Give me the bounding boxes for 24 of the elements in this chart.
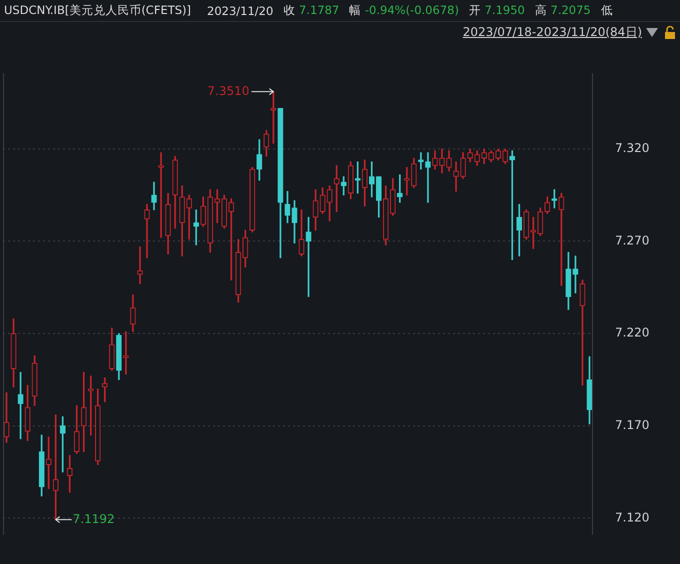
candlestick: [137, 246, 143, 284]
text: 高 7.2075: [534, 3, 591, 18]
y-tick-label: 7.320: [615, 141, 650, 156]
chart-subtitle: 2023/07/18-2023/11/20(84日): [462, 24, 642, 41]
candlestick: [158, 152, 164, 238]
candlestick: [144, 204, 150, 258]
text: 幅 -0.94%(-0.0678): [349, 3, 459, 18]
candlestick: [453, 161, 459, 192]
candlestick: [306, 216, 312, 297]
y-tick-label: 7.120: [615, 510, 650, 524]
text: 开 7.1950: [468, 3, 525, 18]
candlestick: [425, 152, 431, 203]
text: 2023/11/20: [207, 4, 274, 18]
text: 低: [600, 3, 613, 18]
candlestick: [18, 372, 24, 440]
text: 收 7.1787: [283, 3, 340, 18]
chart-title: USDCNY.IB[美元兑人民币(CFETS)]: [4, 3, 192, 18]
y-tick-label: 7.270: [615, 233, 650, 248]
annotation: 7.1192: [72, 512, 115, 526]
annotation: 7.3510: [207, 84, 250, 98]
y-tick-label: 7.220: [615, 326, 650, 340]
candlestick: [572, 256, 578, 294]
candlestick: [580, 280, 586, 386]
y-tick-label: 7.170: [615, 418, 650, 432]
